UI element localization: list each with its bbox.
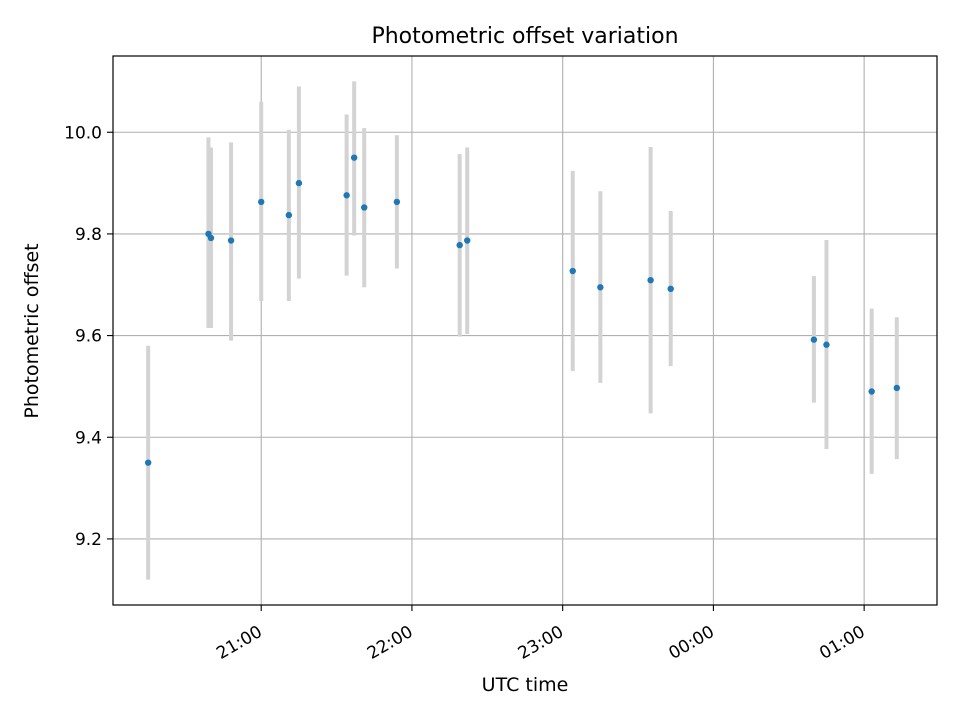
- y-tick-label: 9.2: [75, 530, 102, 550]
- y-axis-label: Photometric offset: [21, 243, 43, 418]
- data-point: [667, 285, 674, 293]
- data-point: [647, 276, 654, 284]
- x-axis-label: UTC time: [482, 674, 569, 696]
- data-point: [393, 198, 401, 206]
- data-point: [343, 192, 350, 199]
- data-point: [207, 234, 215, 242]
- y-tick-label: 9.6: [75, 327, 102, 347]
- data-point: [868, 388, 875, 395]
- data-point: [258, 198, 265, 206]
- data-point: [569, 267, 576, 275]
- y-tick-label: 9.8: [75, 225, 102, 245]
- data-point: [350, 154, 358, 161]
- data-point: [361, 204, 368, 211]
- chart-title: Photometric offset variation: [371, 24, 678, 49]
- data-point: [227, 237, 235, 244]
- point-layer: [144, 154, 901, 466]
- data-point: [823, 341, 830, 348]
- data-point: [597, 284, 604, 291]
- data-point: [810, 336, 818, 343]
- data-point: [456, 241, 463, 249]
- y-tick-label: 9.4: [75, 428, 102, 448]
- data-point: [464, 237, 471, 244]
- data-point: [144, 459, 152, 466]
- plot-frame: [112, 55, 938, 606]
- data-point: [285, 211, 293, 219]
- data-point: [295, 179, 303, 187]
- y-tick-label: 10.0: [64, 123, 102, 143]
- data-point: [893, 384, 901, 392]
